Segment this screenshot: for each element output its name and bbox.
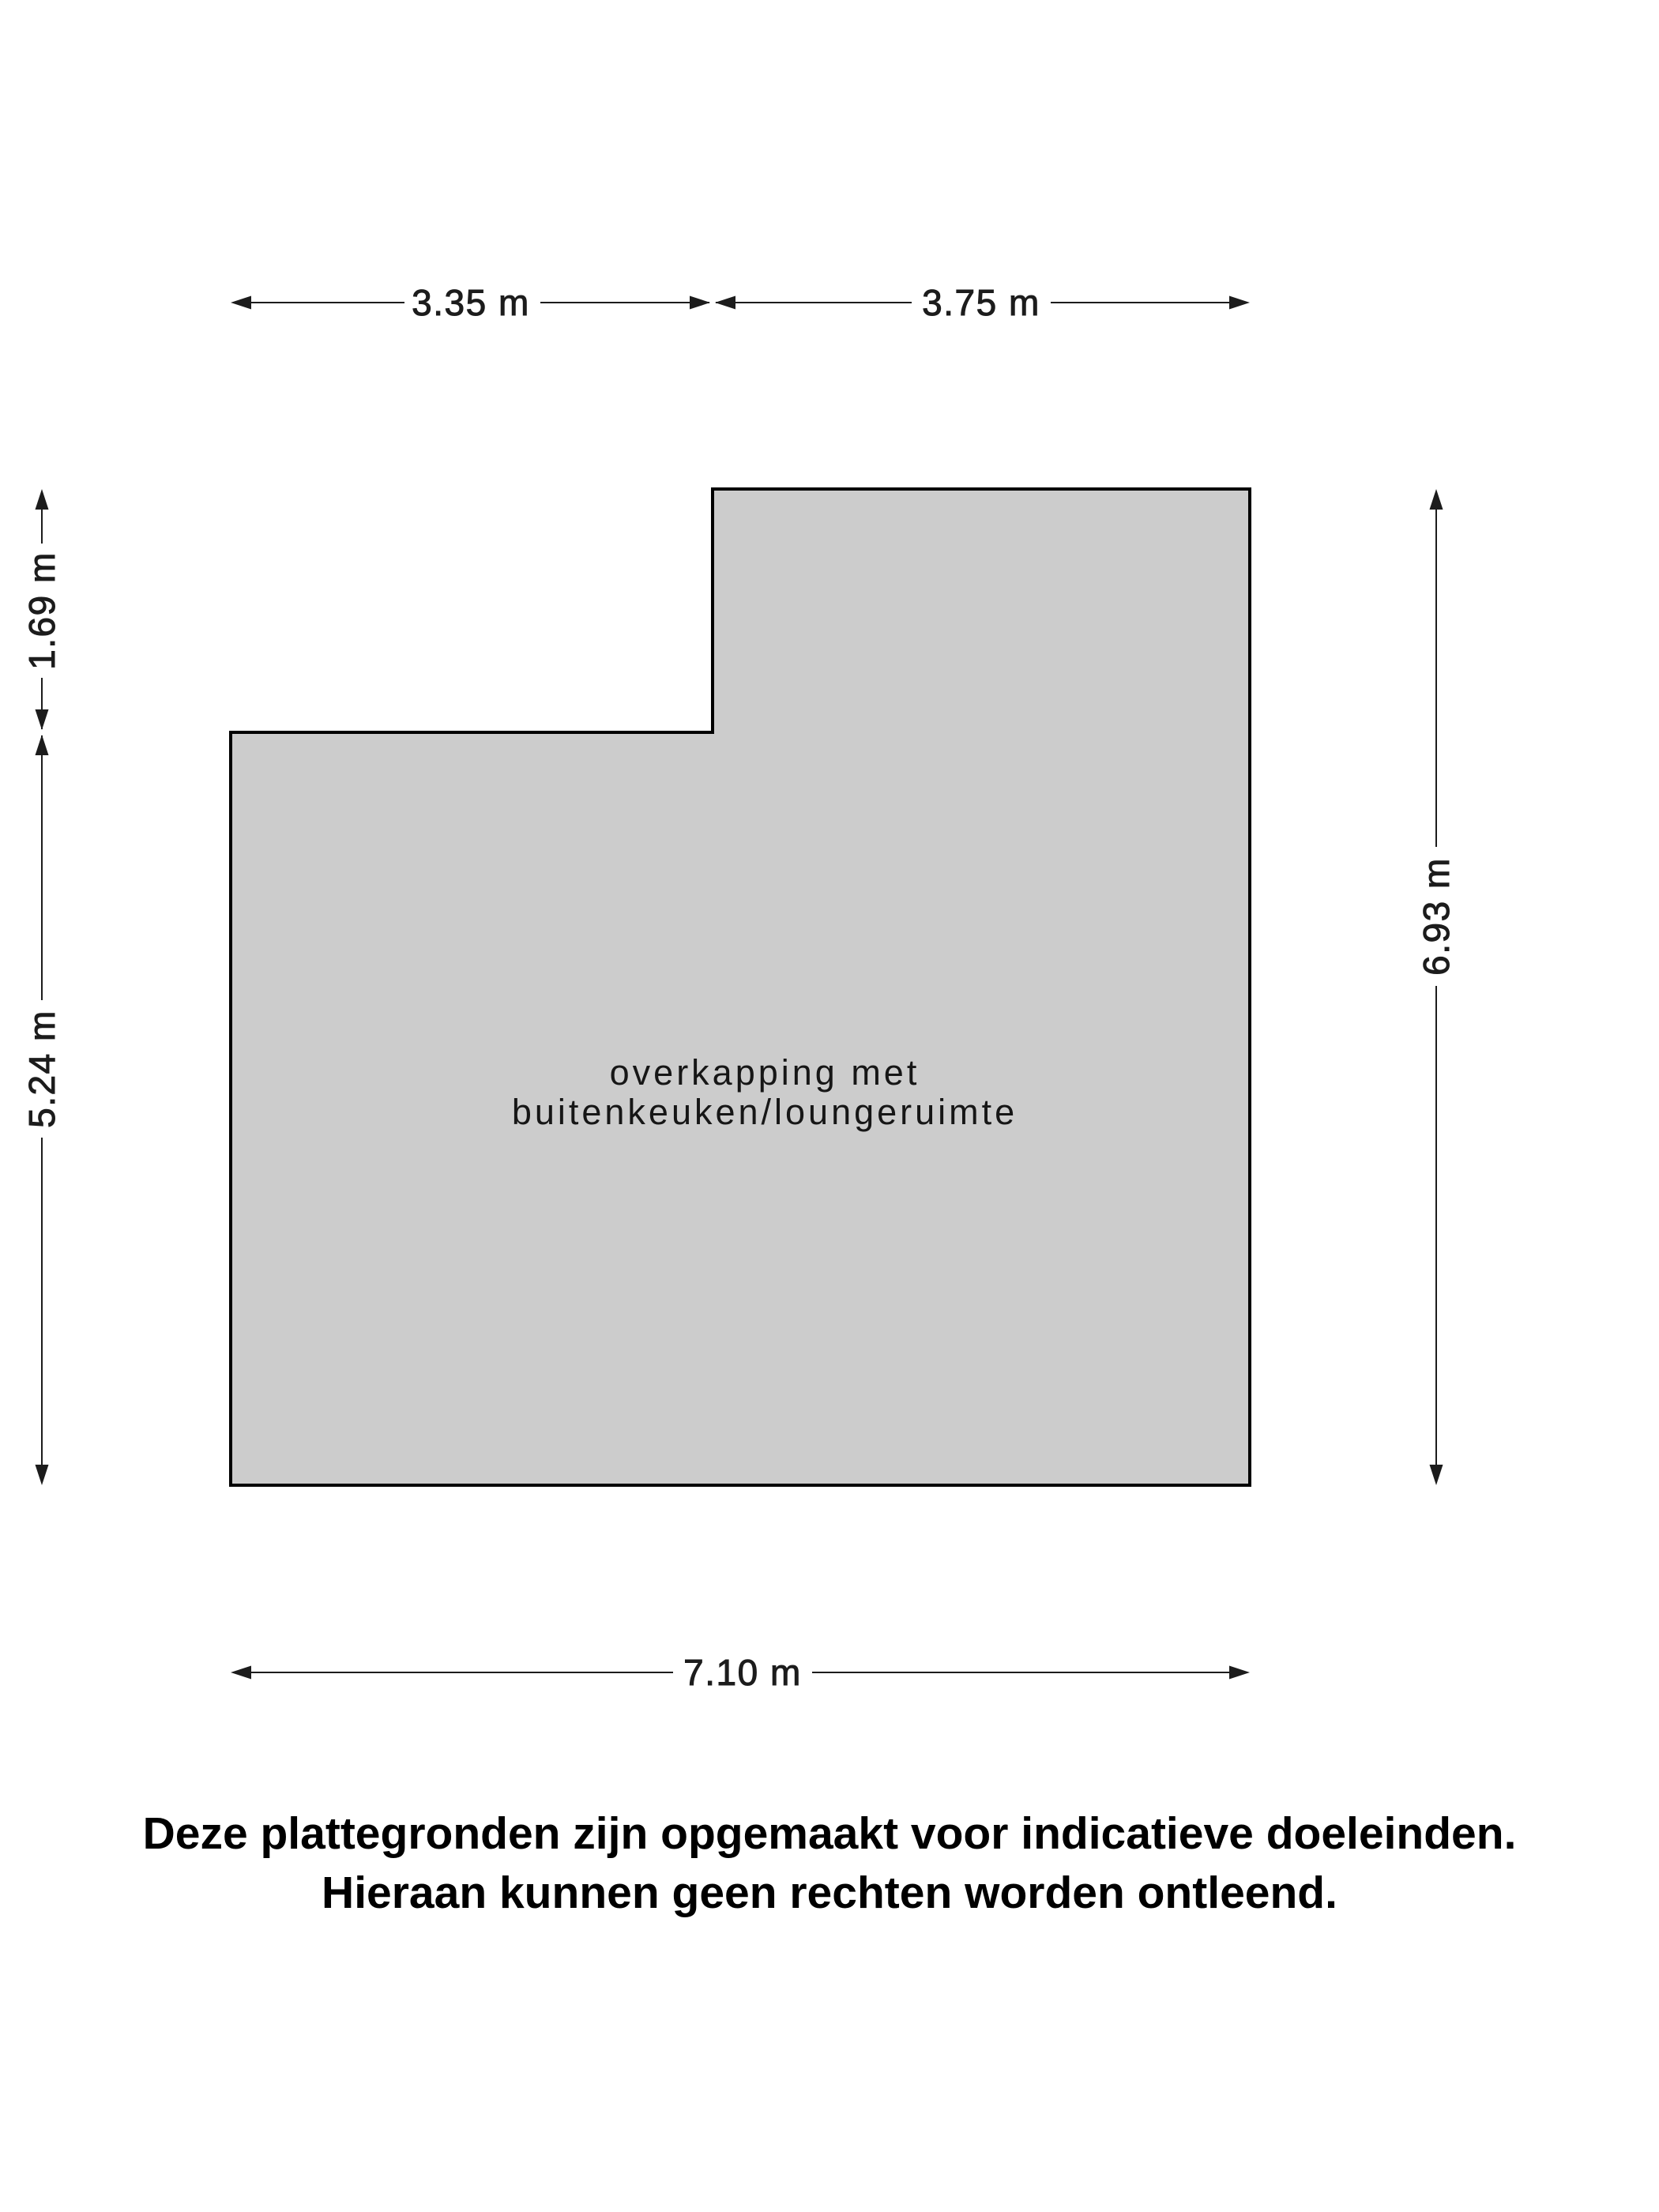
arrowhead-up-icon [1429, 489, 1443, 510]
room-label-line-1: overkapping met [610, 1052, 920, 1093]
room-shape [229, 487, 1251, 1487]
arrowhead-down-icon [35, 709, 49, 730]
arrowhead-right-icon [1229, 295, 1250, 310]
dimension-top-right: 3.75 m [715, 282, 1250, 324]
dimension-left-lower: 5.24 m [21, 735, 63, 1485]
disclaimer-line-1: Deze plattegronden zijn opgemaakt voor i… [142, 1808, 1517, 1859]
dimension-bottom: 7.10 m [231, 1652, 1250, 1694]
dimension-label-left-lower: 5.24 m [21, 1010, 62, 1128]
arrowhead-right-icon [1229, 1665, 1250, 1680]
dimension-right: 6.93 m [1416, 489, 1458, 1485]
room-label-line-2: buitenkeuken/loungeruimte [512, 1092, 1018, 1132]
disclaimer-line-2: Hieraan kunnen geen rechten worden ontle… [322, 1868, 1337, 1918]
arrowhead-down-icon [1429, 1465, 1443, 1485]
dimension-annotations: 3.35 m 3.75 m 1.69 m [21, 282, 1458, 1694]
disclaimer: Deze plattegronden zijn opgemaakt voor i… [0, 1804, 1659, 1923]
arrowhead-left-icon [231, 1665, 251, 1680]
arrowhead-left-icon [231, 295, 251, 310]
arrowhead-up-icon [35, 489, 49, 510]
dimension-label-top-right: 3.75 m [922, 282, 1040, 323]
arrowhead-left-icon [715, 295, 735, 310]
dimension-label-bottom: 7.10 m [683, 1652, 802, 1693]
arrowhead-right-icon [690, 295, 710, 310]
dimension-label-top-left: 3.35 m [412, 282, 530, 323]
dimension-top-left: 3.35 m [231, 282, 710, 324]
dimension-label-left-upper: 1.69 m [21, 551, 62, 670]
arrowhead-down-icon [35, 1465, 49, 1485]
room-label: overkapping met buitenkeuken/loungeruimt… [512, 1052, 1018, 1132]
arrowhead-up-icon [35, 735, 49, 755]
dimension-label-right: 6.93 m [1416, 857, 1457, 976]
dimension-left-upper: 1.69 m [21, 489, 63, 730]
